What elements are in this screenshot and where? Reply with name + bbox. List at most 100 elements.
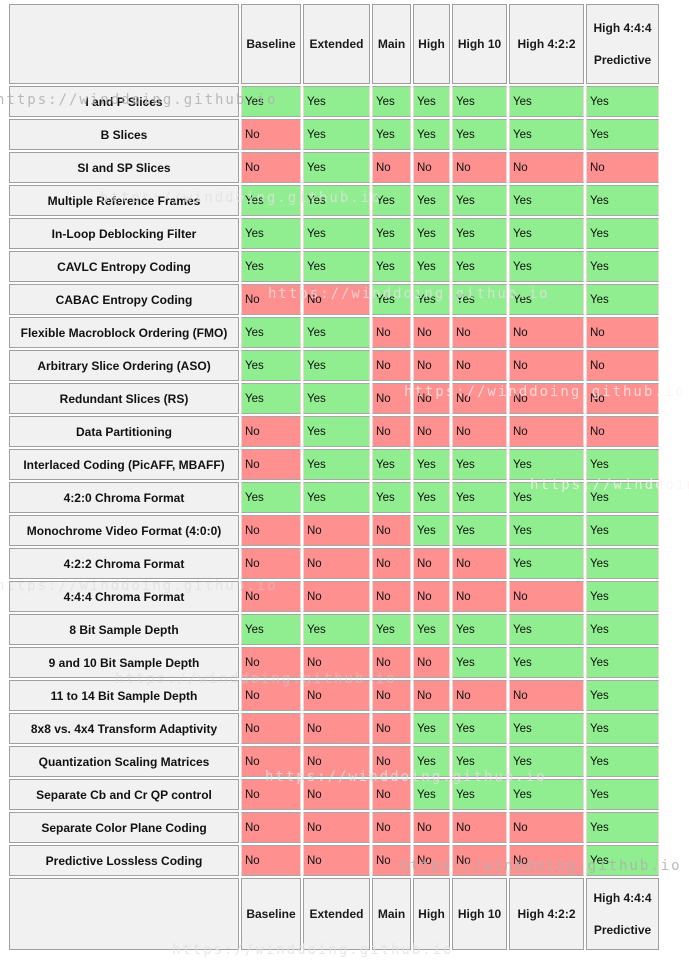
footer-col-1: Extended	[303, 878, 370, 950]
no-cell: No	[241, 284, 301, 315]
column-label-line: High 10	[457, 907, 502, 921]
feature-label: In-Loop Deblocking Filter	[9, 218, 239, 249]
yes-cell: Yes	[372, 251, 411, 282]
yes-cell: Yes	[586, 449, 659, 480]
no-cell: No	[413, 152, 450, 183]
no-cell: No	[413, 416, 450, 447]
yes-cell: Yes	[372, 449, 411, 480]
no-cell: No	[509, 152, 584, 183]
yes-cell: Yes	[509, 251, 584, 282]
feature-row: In-Loop Deblocking Filter Yes Yes Yes Yes Yes…	[9, 218, 659, 249]
yes-cell: Yes	[586, 548, 659, 579]
no-cell: No	[372, 317, 411, 348]
column-label-line: Main	[377, 907, 406, 921]
yes-cell: Yes	[303, 218, 370, 249]
feature-row: SI and SP Slices No Yes No No No No No	[9, 152, 659, 183]
yes-cell: Yes	[586, 515, 659, 546]
no-cell: No	[586, 383, 659, 414]
no-cell: No	[241, 152, 301, 183]
yes-cell: Yes	[303, 152, 370, 183]
no-cell: No	[452, 548, 507, 579]
yes-cell: Yes	[303, 614, 370, 645]
yes-cell: Yes	[241, 317, 301, 348]
no-cell: No	[241, 119, 301, 150]
header-col-5: High 4:2:2	[509, 4, 584, 84]
feature-label: 8 Bit Sample Depth	[9, 614, 239, 645]
no-cell: No	[372, 548, 411, 579]
yes-cell: Yes	[303, 119, 370, 150]
no-cell: No	[452, 416, 507, 447]
yes-cell: Yes	[586, 218, 659, 249]
table-body: I and P Slices Yes Yes Yes Yes Yes Yes Yes B Sli…	[9, 86, 659, 876]
yes-cell: Yes	[303, 449, 370, 480]
yes-cell: Yes	[413, 449, 450, 480]
yes-cell: Yes	[413, 746, 450, 777]
yes-cell: Yes	[303, 350, 370, 381]
column-label-line: High 4:4:4	[593, 21, 652, 35]
feature-label: Multiple Reference Frames	[9, 185, 239, 216]
no-cell: No	[452, 350, 507, 381]
no-cell: No	[241, 515, 301, 546]
no-cell: No	[509, 581, 584, 612]
header-corner-cell	[9, 4, 239, 84]
yes-cell: Yes	[241, 86, 301, 117]
column-label-line: Baseline	[246, 907, 296, 921]
no-cell: No	[509, 680, 584, 711]
column-label-line: Predictive	[593, 923, 652, 937]
feature-label: 9 and 10 Bit Sample Depth	[9, 647, 239, 678]
no-cell: No	[372, 680, 411, 711]
yes-cell: Yes	[413, 185, 450, 216]
no-cell: No	[413, 647, 450, 678]
yes-cell: Yes	[509, 614, 584, 645]
no-cell: No	[413, 812, 450, 843]
yes-cell: Yes	[413, 482, 450, 513]
no-cell: No	[241, 746, 301, 777]
yes-cell: Yes	[452, 515, 507, 546]
yes-cell: Yes	[452, 185, 507, 216]
yes-cell: Yes	[452, 449, 507, 480]
footer-col-4: High 10	[452, 878, 507, 950]
no-cell: No	[372, 581, 411, 612]
yes-cell: Yes	[413, 284, 450, 315]
yes-cell: Yes	[372, 185, 411, 216]
yes-cell: Yes	[372, 284, 411, 315]
no-cell: No	[372, 746, 411, 777]
no-cell: No	[303, 845, 370, 876]
feature-row: CABAC Entropy Coding No No Yes Yes Yes Yes Yes	[9, 284, 659, 315]
table-footer: Baseline Extended Main High High 10 High 4:2:…	[9, 878, 659, 950]
no-cell: No	[413, 317, 450, 348]
yes-cell: Yes	[509, 185, 584, 216]
yes-cell: Yes	[586, 812, 659, 843]
yes-cell: Yes	[586, 845, 659, 876]
column-label-line: Extended	[309, 907, 364, 921]
yes-cell: Yes	[586, 614, 659, 645]
feature-label: 4:2:0 Chroma Format	[9, 482, 239, 513]
yes-cell: Yes	[452, 218, 507, 249]
yes-cell: Yes	[241, 185, 301, 216]
yes-cell: Yes	[303, 86, 370, 117]
no-cell: No	[452, 383, 507, 414]
no-cell: No	[372, 812, 411, 843]
no-cell: No	[372, 515, 411, 546]
feature-row: Multiple Reference Frames Yes Yes Yes Yes Yes…	[9, 185, 659, 216]
header-col-2: Main	[372, 4, 411, 84]
column-label-line: High	[418, 37, 445, 51]
column-label-line: High 4:4:4	[593, 891, 652, 905]
yes-cell: Yes	[586, 581, 659, 612]
feature-row: 4:2:0 Chroma Format Yes Yes Yes Yes Yes Yes Yes	[9, 482, 659, 513]
no-cell: No	[586, 317, 659, 348]
no-cell: No	[586, 152, 659, 183]
yes-cell: Yes	[509, 284, 584, 315]
yes-cell: Yes	[303, 416, 370, 447]
feature-label: Separate Cb and Cr QP control	[9, 779, 239, 810]
footer-row: Baseline Extended Main High High 10 High 4:2:…	[9, 878, 659, 950]
feature-row: Interlaced Coding (PicAFF, MBAFF) No Yes Ye…	[9, 449, 659, 480]
no-cell: No	[509, 845, 584, 876]
yes-cell: Yes	[586, 119, 659, 150]
feature-label: Quantization Scaling Matrices	[9, 746, 239, 777]
no-cell: No	[241, 680, 301, 711]
yes-cell: Yes	[586, 746, 659, 777]
yes-cell: Yes	[509, 515, 584, 546]
column-label-line: High 4:2:2	[517, 907, 576, 921]
